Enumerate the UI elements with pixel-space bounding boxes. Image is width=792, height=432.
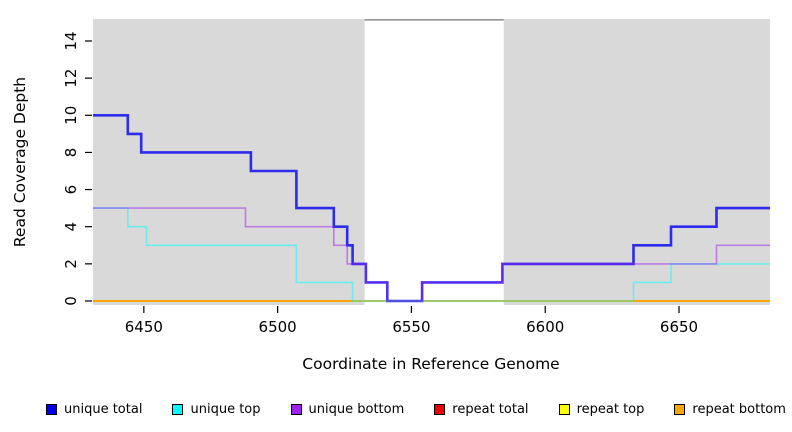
y-tick-label: 2 [62,259,80,269]
gap-highlight-band [364,19,504,305]
y-tick-label: 12 [62,69,80,88]
series-line-unique-top [93,207,770,302]
y-tick-label: 6 [62,185,80,195]
legend-item-repeat-top: repeat top [558,401,645,417]
series-line-unique-bottom [93,207,770,302]
legend-label: repeat top [576,401,645,417]
legend-label: repeat bottom [692,401,786,417]
y-axis-title: Read Coverage Depth [11,77,29,247]
legend-swatch-unique-top [172,403,184,415]
x-axis-title: Coordinate in Reference Genome [302,355,559,373]
legend-label: repeat total [452,401,529,417]
legend-swatch-unique-total [46,403,57,415]
y-tick-label: 4 [62,222,80,232]
legend-label: unique bottom [308,401,405,417]
legend: unique total unique top unique bottom repea… [46,397,786,421]
x-tick-label: 6600 [526,318,564,336]
legend-item-repeat-total: repeat total [434,401,529,417]
legend-item-unique-top: unique top [172,401,261,417]
y-tick-label: 8 [62,148,80,158]
legend-item-unique-total: unique total [46,402,142,417]
coverage-chart: 6450 6500 6550 6600 6650 0 2 4 6 8 10 12 14 Coordina… [11,18,770,373]
legend-item-repeat-bottom: repeat bottom [674,402,786,417]
y-tick-label: 10 [62,106,80,125]
legend-label: unique total [64,401,143,417]
legend-label: unique top [190,401,261,417]
legend-item-unique-bottom: unique bottom [290,401,405,417]
legend-swatch-unique-bottom [290,403,302,415]
legend-swatch-repeat-bottom [674,403,686,415]
legend-swatch-repeat-top [558,403,570,415]
x-tick-label: 6500 [259,318,297,336]
x-tick-label: 6550 [392,318,430,336]
y-tick-label: 14 [62,31,80,50]
x-tick-label: 6650 [660,318,698,336]
x-tick-label: 6450 [125,318,163,336]
legend-swatch-repeat-total [434,403,446,415]
y-tick-label: 0 [62,296,80,306]
